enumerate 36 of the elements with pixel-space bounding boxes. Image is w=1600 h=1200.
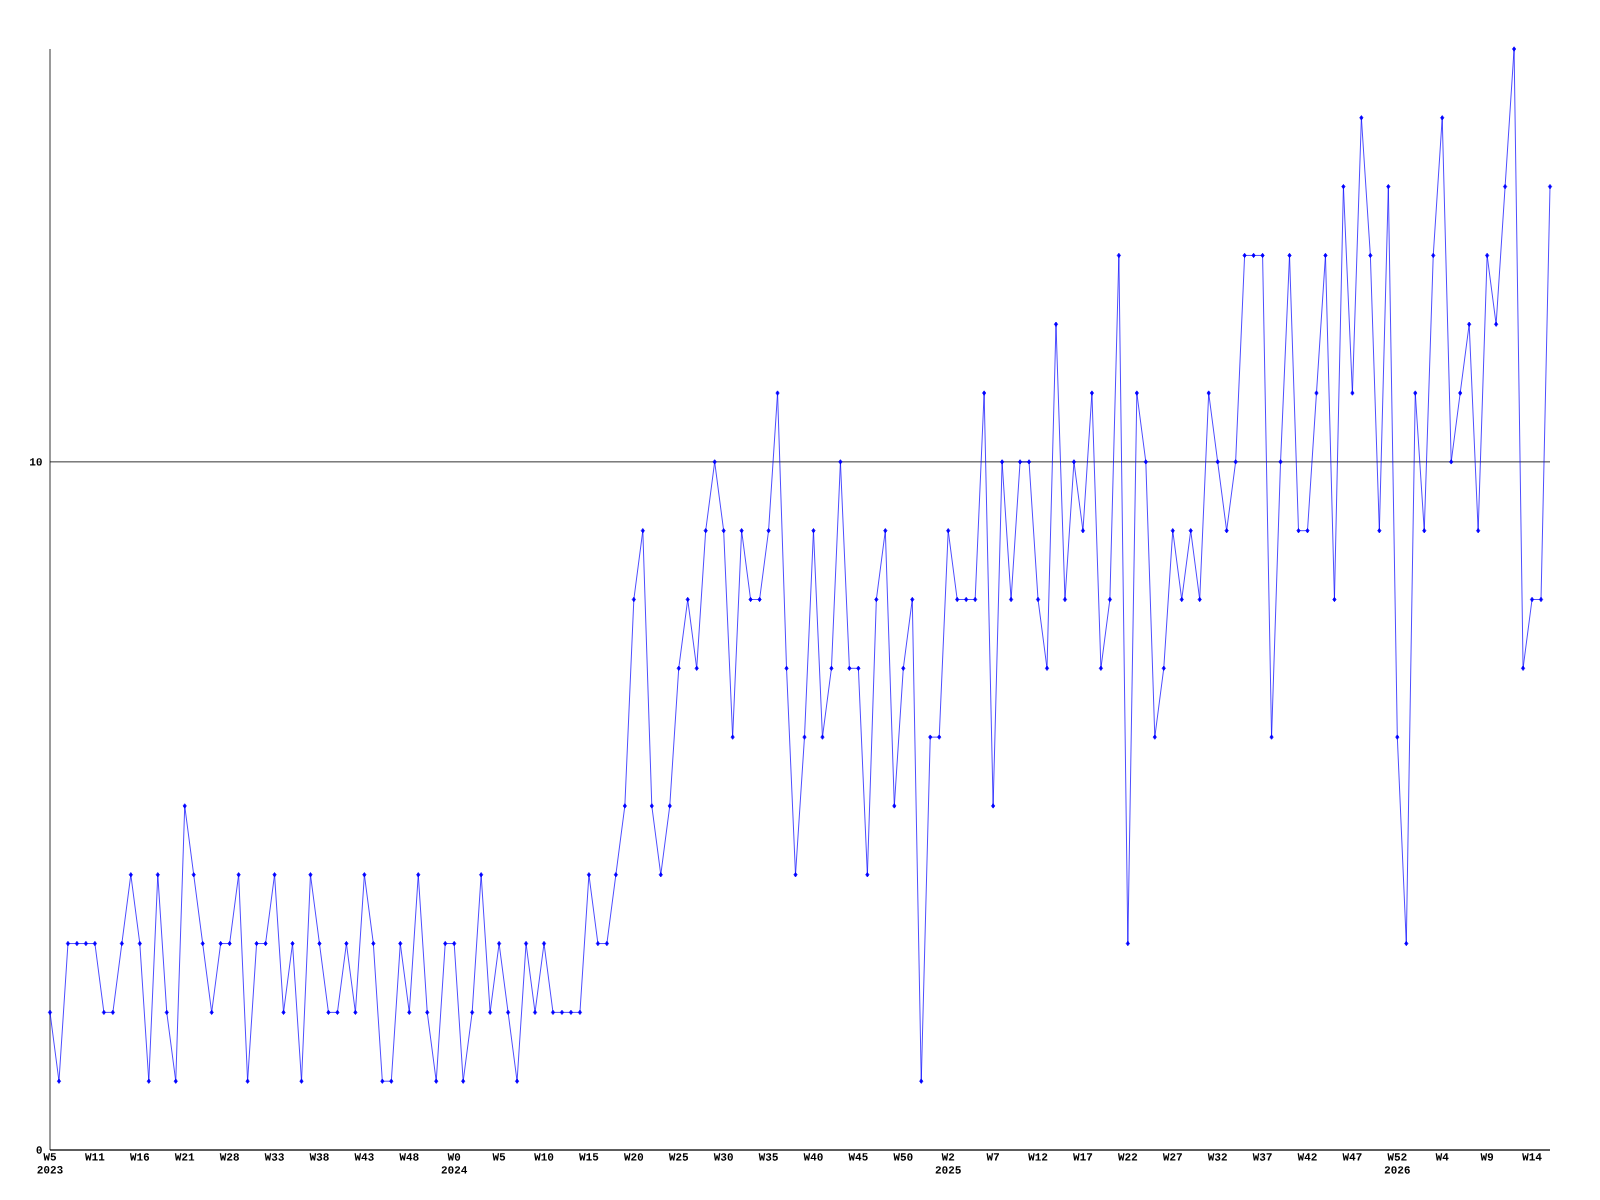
x-tick-label: W33: [264, 1153, 284, 1161]
x-tick-label: W16: [129, 1153, 150, 1161]
x-tick-label: W14: [1522, 1153, 1542, 1161]
x-tick-label: W22: [1117, 1153, 1138, 1161]
x-tick-label: W28: [219, 1153, 239, 1161]
x-tick-label: W37: [1252, 1153, 1272, 1161]
x-tick-label: W21: [174, 1153, 195, 1161]
x-tick-label: W7: [986, 1153, 999, 1161]
x-tick-label: W50: [893, 1153, 913, 1161]
x-tick-label: W9: [1480, 1153, 1494, 1161]
x-tick-label: W11: [85, 1153, 105, 1161]
x-tick-label: W30: [713, 1153, 733, 1161]
x-tick-label: W43: [354, 1153, 374, 1161]
y-tick-label: 10: [30, 458, 42, 466]
x-tick-label: W27: [1162, 1153, 1182, 1161]
x-tick-label: W4: [1435, 1153, 1449, 1161]
x-tick-label: W5 2023: [37, 1153, 63, 1174]
x-tick-label: W5: [492, 1153, 506, 1161]
x-tick-label: W47: [1342, 1153, 1362, 1161]
x-tick-label: W0 2024: [441, 1153, 468, 1174]
y-tick-label: 0: [36, 1146, 42, 1154]
x-tick-label: W48: [399, 1153, 419, 1161]
x-tick-label: W12: [1028, 1153, 1048, 1161]
x-tick-label: W25: [668, 1153, 689, 1161]
x-tick-label: W45: [848, 1153, 868, 1161]
x-tick-label: W32: [1207, 1153, 1227, 1161]
x-tick-label: W38: [309, 1153, 329, 1161]
x-tick-label: W40: [803, 1153, 823, 1161]
x-tick-label: W10: [534, 1153, 554, 1161]
x-tick-label: W15: [579, 1153, 599, 1161]
x-tick-label: W17: [1073, 1153, 1093, 1161]
x-tick-label: W35: [758, 1153, 778, 1161]
x-tick-label: W52 2026: [1384, 1153, 1410, 1174]
x-tick-label: W20: [623, 1153, 644, 1161]
x-tick-label: W42: [1297, 1153, 1317, 1161]
x-tick-label: W2 2025: [935, 1153, 961, 1174]
